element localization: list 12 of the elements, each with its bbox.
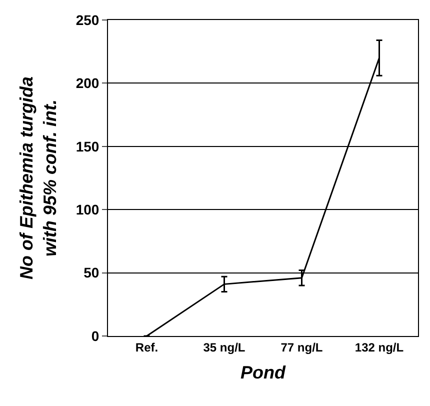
x-tick-label: 77 ng/L	[280, 340, 323, 354]
y-tick-label: 150	[76, 138, 100, 154]
y-tick-label: 100	[76, 202, 100, 218]
x-axis-title: Pond	[240, 362, 286, 382]
y-tick-label: 250	[76, 12, 100, 28]
y-tick-label: 0	[91, 328, 100, 344]
x-tick-label: 35 ng/L	[203, 340, 246, 354]
y-axis-title: No of Epithemia turgida with 95% conf. int.	[16, 76, 60, 280]
x-tick-label: 132 ng/L	[354, 340, 404, 354]
y-tick-label: 200	[76, 75, 100, 92]
y-tick-label: 50	[84, 264, 100, 281]
x-tick-label: Ref.	[135, 340, 158, 354]
